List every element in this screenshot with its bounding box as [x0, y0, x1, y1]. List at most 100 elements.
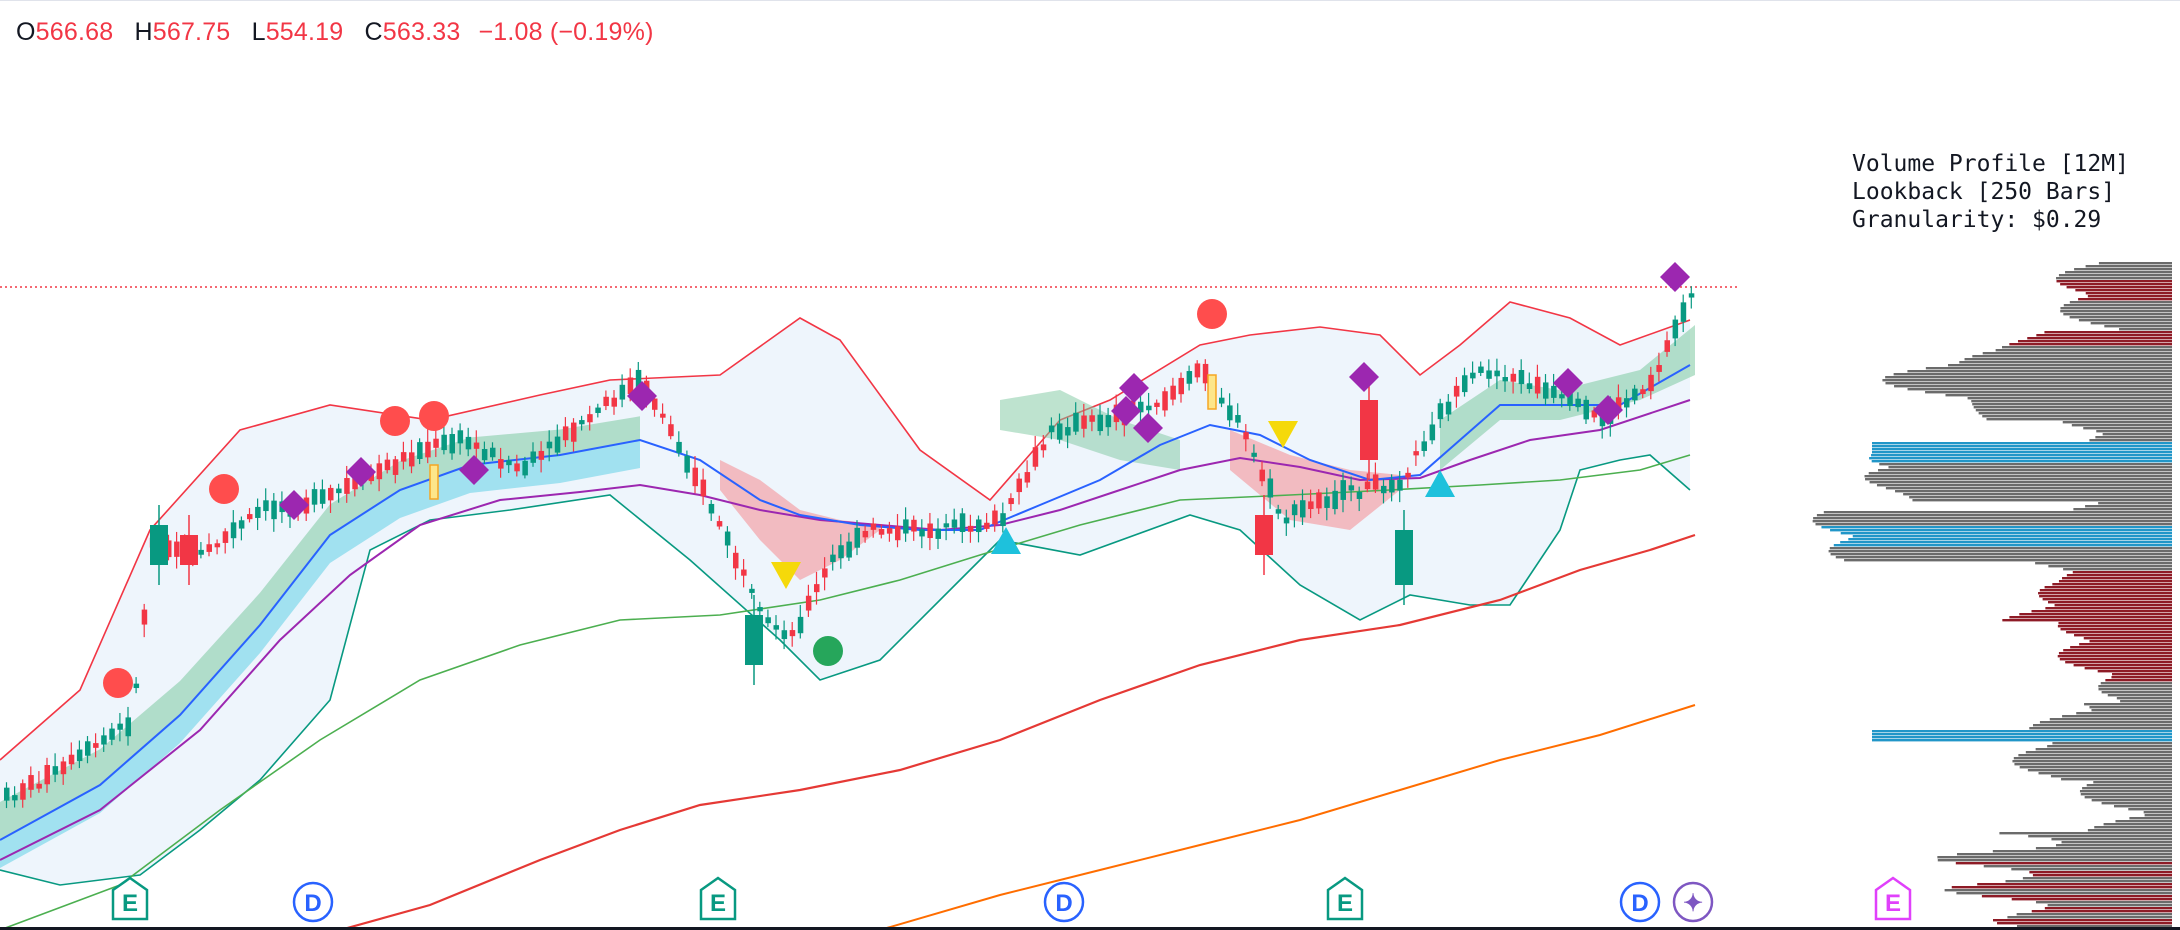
candle-body — [1486, 370, 1492, 379]
diamond-marker — [1349, 362, 1379, 392]
candle-body — [1360, 400, 1378, 460]
dividend-icon — [292, 881, 334, 923]
volume-profile-bar — [2031, 610, 2172, 613]
volume-profile-bar — [1909, 496, 2172, 499]
event-marker-label: E — [1337, 890, 1353, 917]
volume-profile-bar — [1876, 484, 2172, 487]
event-markers[interactable]: E D E D E D ✦ E — [111, 876, 1912, 923]
candle-body — [1219, 397, 1225, 404]
event-marker-label: D — [304, 890, 321, 917]
candle-body — [1526, 383, 1533, 390]
event-marker-E[interactable]: E — [699, 876, 737, 921]
candle-body — [1057, 423, 1063, 440]
volume-profile-bar — [2063, 649, 2172, 652]
buy-circle-marker — [813, 636, 843, 666]
volume-profile-bar — [2035, 562, 2172, 565]
volume-profile-bar — [1885, 376, 2172, 379]
volume-profile-bar — [2056, 844, 2172, 847]
event-marker-E[interactable]: E — [111, 876, 149, 921]
vp-line-3: Granularity: $0.29 — [1852, 207, 2102, 233]
volume-profile-bar — [2052, 742, 2172, 745]
volume-profile-bar — [2093, 781, 2172, 784]
volume-profile-bar — [2044, 331, 2172, 334]
volume-profile-bar — [2009, 616, 2172, 619]
candle-body — [1316, 492, 1322, 509]
volume-profile-bar — [2079, 790, 2172, 793]
candle-body — [862, 530, 869, 538]
candle-body — [538, 450, 545, 460]
diamond-marker — [1553, 368, 1583, 398]
volume-profile-bar — [2100, 682, 2172, 685]
volume-profile-bar — [2038, 772, 2172, 775]
event-marker-E[interactable]: E — [1326, 876, 1364, 921]
volume-profile-bar — [2061, 841, 2172, 844]
volume-profile-bar — [2060, 283, 2172, 286]
candle-body — [1024, 472, 1031, 483]
volume-profile-bar — [1872, 448, 2172, 451]
event-marker-D[interactable]: D — [1619, 881, 1661, 923]
volume-profile-bar — [2066, 286, 2172, 289]
sma-200-line — [879, 704, 1696, 930]
volume-profile-bar — [1872, 736, 2172, 739]
candle-body — [822, 568, 828, 578]
volume-profile-bar — [2120, 700, 2172, 703]
volume-profile-bar — [1829, 547, 2172, 550]
candle-body — [328, 487, 334, 501]
event-marker-E[interactable]: E — [1874, 876, 1912, 921]
candle-body — [1591, 410, 1598, 418]
candle-body — [506, 460, 512, 466]
volume-profile-bar — [1986, 418, 2172, 421]
candle-body — [1040, 444, 1047, 451]
candle-body — [814, 584, 820, 593]
volume-profile-bar — [2039, 721, 2172, 724]
dividend-icon — [1619, 881, 1661, 923]
volume-profile-bar — [2094, 826, 2172, 829]
candle-body — [433, 438, 439, 448]
volume-profile-bar — [1871, 454, 2172, 457]
candle-body — [1259, 469, 1265, 482]
candle-body — [895, 526, 901, 541]
candle-body — [44, 764, 50, 785]
event-marker-✦[interactable]: ✦ — [1672, 881, 1714, 923]
volume-profile-bar — [2027, 337, 2172, 340]
candle-body — [1032, 447, 1039, 467]
volume-profile-bar — [1815, 523, 2172, 526]
volume-profile-bar — [2035, 847, 2172, 850]
candle-body — [344, 478, 350, 494]
candle-body — [1283, 517, 1290, 524]
candle-body — [1291, 504, 1298, 516]
diamond-marker — [1593, 395, 1623, 425]
volume-profile-bar — [2031, 910, 2172, 913]
candle-body — [109, 728, 115, 740]
candle-body — [571, 422, 577, 442]
ohlc-legend: O566.68 H567.75 L554.19 C563.33 −1.08 (−0… — [16, 18, 654, 47]
volume-profile-bar — [2073, 664, 2172, 667]
volume-profile-bar — [2066, 574, 2172, 577]
candle-body — [587, 414, 593, 423]
volume-profile-bar — [2096, 430, 2172, 433]
candle-body — [336, 488, 342, 494]
candle-body — [878, 529, 885, 535]
candle-body — [1462, 375, 1468, 393]
open-label: O — [16, 18, 36, 46]
candle-body — [1559, 394, 1565, 399]
candle-body — [1308, 501, 1314, 510]
volume-profile-bar — [2103, 823, 2172, 826]
event-marker-D[interactable]: D — [292, 881, 334, 923]
volume-profile-bar — [2035, 901, 2172, 904]
volume-profile-info: Volume Profile [12M] Lookback [250 Bars]… — [1852, 150, 2129, 234]
event-marker-D[interactable]: D — [1043, 881, 1085, 923]
candle-body — [733, 552, 739, 569]
volume-profile-bar — [1848, 538, 2172, 541]
volume-profile-bar — [1967, 397, 2172, 400]
volume-profile-bar — [2056, 277, 2172, 280]
candle-body — [514, 463, 520, 472]
candle-body — [1567, 392, 1573, 407]
candle-body — [1640, 389, 1646, 395]
volume-profile-bar — [2049, 718, 2172, 721]
volume-profile-bar — [1865, 478, 2172, 481]
volume-profile-bar — [2039, 595, 2172, 598]
candle-body — [1478, 366, 1484, 373]
candle-body — [20, 783, 26, 800]
